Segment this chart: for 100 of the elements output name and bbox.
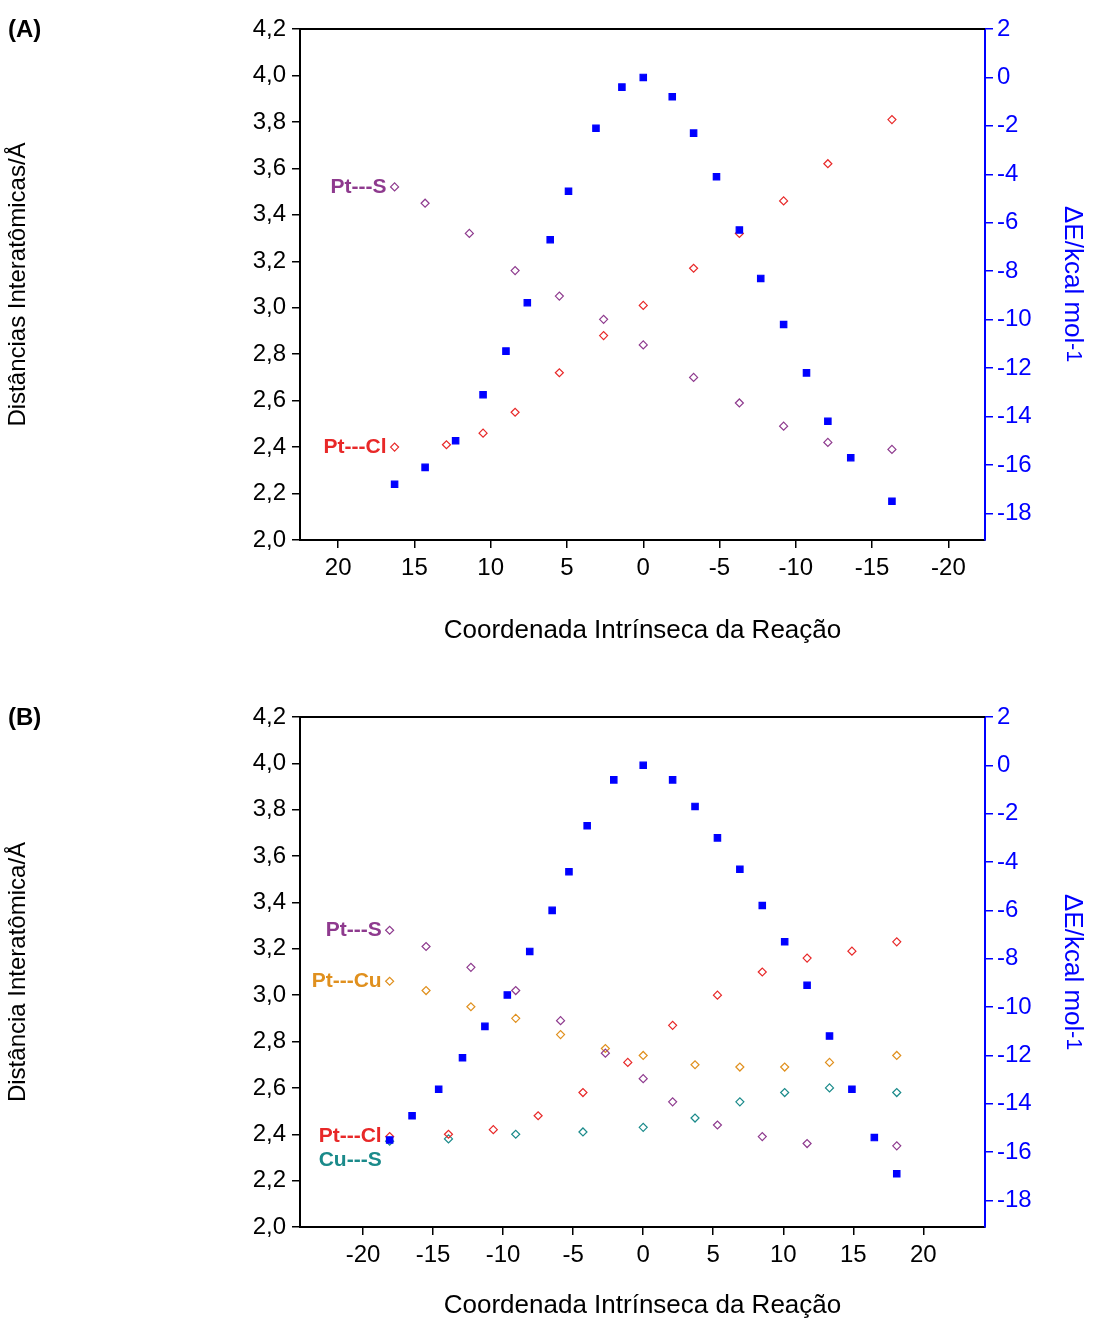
point xyxy=(554,291,564,301)
y2-tick-label: -8 xyxy=(997,943,1019,971)
y-axis-title: Distâncias Interatômicas/Å xyxy=(3,142,31,427)
point xyxy=(735,226,744,234)
x-axis-title: Coordenada Intrínseca da Reação xyxy=(443,1288,842,1319)
point xyxy=(736,865,744,874)
point xyxy=(592,124,600,133)
y2-tick-label: 2 xyxy=(997,13,1011,41)
text: (A) xyxy=(8,15,42,43)
y-axis-title: Distância Interatômica/Å xyxy=(3,841,31,1103)
x-tick-label: -15 xyxy=(854,553,890,581)
point xyxy=(618,83,626,91)
y-tick-label: 3,2 xyxy=(252,245,286,273)
point xyxy=(712,990,723,1000)
series-label: Pt---Cu xyxy=(311,968,382,992)
point xyxy=(848,1085,856,1094)
x-tick-label: -5 xyxy=(562,1240,584,1268)
point xyxy=(421,463,429,472)
y-tick-label: 2,0 xyxy=(252,524,286,552)
point xyxy=(824,1057,835,1068)
point xyxy=(638,1050,648,1061)
point xyxy=(583,821,591,830)
point xyxy=(600,1048,610,1058)
point xyxy=(390,480,399,489)
point xyxy=(846,453,855,462)
y-tick-label: 2,2 xyxy=(252,478,286,506)
point xyxy=(599,331,609,341)
point xyxy=(639,73,648,82)
x-tick-label: 15 xyxy=(401,553,428,581)
y2-tick-label: 0 xyxy=(997,749,1011,777)
point xyxy=(892,1141,902,1151)
point xyxy=(385,925,395,935)
point xyxy=(578,1087,588,1098)
point xyxy=(712,1120,723,1130)
y2-tick-label: -6 xyxy=(997,894,1019,922)
y2-tick-label: -6 xyxy=(997,207,1019,235)
point xyxy=(689,263,699,273)
point xyxy=(555,1029,566,1040)
x-tick-label: 20 xyxy=(324,553,352,581)
x-tick-label: 20 xyxy=(910,1240,937,1268)
point xyxy=(488,1125,498,1135)
point xyxy=(779,196,789,206)
y-tick-label: 3,4 xyxy=(252,199,286,227)
y-tick-label: 4,2 xyxy=(252,13,286,41)
point xyxy=(823,159,833,169)
point xyxy=(638,1074,648,1084)
series-label: Pt---Cl xyxy=(318,1123,382,1147)
series-label: Pt---Cl xyxy=(323,433,387,457)
point xyxy=(892,1087,902,1098)
x-tick-label: 0 xyxy=(636,1240,650,1268)
point xyxy=(466,1002,476,1012)
y2-tick-label: -8 xyxy=(997,255,1019,283)
y-tick-label: 4,0 xyxy=(252,60,286,88)
point xyxy=(443,1134,454,1144)
point xyxy=(443,1129,454,1139)
y-tick-label: 3,8 xyxy=(252,106,286,134)
point xyxy=(802,1138,812,1149)
point xyxy=(802,953,812,963)
text: (B) xyxy=(8,703,42,731)
point xyxy=(502,347,510,355)
point xyxy=(555,1016,566,1026)
point xyxy=(712,172,721,181)
x-tick-label: 5 xyxy=(706,1240,720,1268)
point xyxy=(758,901,767,910)
y-tick-label: 2,2 xyxy=(252,1165,286,1193)
y-tick-label: 2,0 xyxy=(252,1211,286,1239)
series-label: Cu---S xyxy=(318,1147,382,1171)
y-tick-label: 3,4 xyxy=(252,887,286,915)
point xyxy=(564,187,573,196)
x-tick-label: -15 xyxy=(415,1240,451,1268)
x-tick-label: 5 xyxy=(560,553,574,581)
point xyxy=(511,1129,521,1139)
point xyxy=(385,976,395,986)
point xyxy=(824,1083,835,1093)
point xyxy=(735,1097,745,1107)
point xyxy=(420,198,430,208)
x-axis-title: Coordenada Intrínseca da Reação xyxy=(443,613,842,644)
point xyxy=(689,372,699,383)
point xyxy=(824,417,832,426)
y2-tick-label: -2 xyxy=(997,110,1019,138)
point xyxy=(638,340,648,350)
point xyxy=(510,265,520,276)
x-tick-label: 10 xyxy=(769,1240,797,1268)
point xyxy=(578,1127,588,1137)
point xyxy=(668,93,677,101)
y2-tick-label: -10 xyxy=(997,304,1032,332)
point xyxy=(434,1085,443,1094)
y-tick-label: 4,0 xyxy=(252,747,286,775)
y2-tick-label: -14 xyxy=(997,1088,1032,1116)
x-tick-label: -10 xyxy=(778,553,814,581)
point xyxy=(690,1113,700,1123)
point xyxy=(691,802,699,811)
point xyxy=(441,440,452,450)
y2-tick-label: -18 xyxy=(997,497,1032,525)
x-tick-label: 10 xyxy=(477,553,505,581)
point xyxy=(689,129,698,137)
x-tick-label: 15 xyxy=(839,1240,867,1268)
point xyxy=(466,962,476,972)
y2-tick-label: -12 xyxy=(997,352,1032,380)
point xyxy=(757,1131,767,1142)
